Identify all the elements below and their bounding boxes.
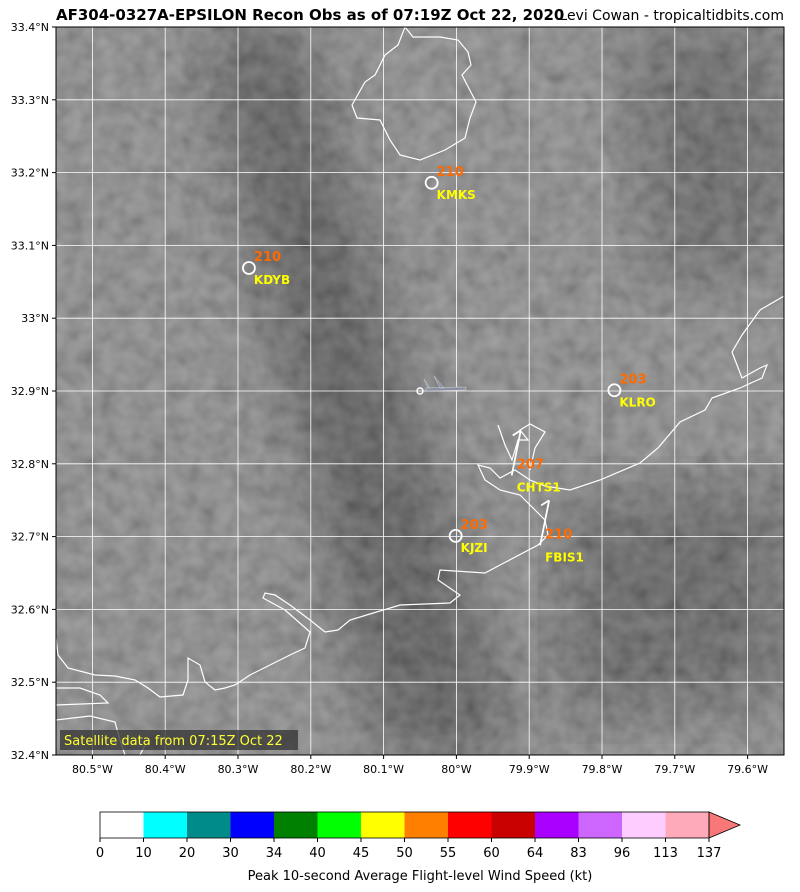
station-id: KDYB	[254, 273, 290, 287]
station-value: 210	[437, 165, 464, 180]
colorbar-tick-label: 45	[353, 846, 370, 861]
x-tick-label: 80.1°W	[363, 763, 404, 776]
colorbar-segment	[317, 812, 361, 838]
x-tick-label: 79.7°W	[654, 763, 695, 776]
y-tick-label: 33.3°N	[11, 94, 49, 107]
y-tick-label: 33.2°N	[11, 167, 49, 180]
aircraft-position	[416, 387, 424, 395]
station-barb	[510, 429, 522, 476]
stations: 210 KMKS 210 KDYB 203 KLRO 207 CHTS1 203 KJZI 210 F…	[242, 165, 656, 564]
harbor-shore	[497, 423, 546, 471]
x-tick-label: 80.3°W	[218, 763, 259, 776]
y-tick-label: 32.7°N	[11, 531, 49, 544]
colorbar-segment	[665, 812, 709, 838]
y-tick-label: 33.1°N	[11, 239, 49, 252]
x-tick-label: 80.2°W	[290, 763, 331, 776]
colorbar-label: Peak 10-second Average Flight-level Wind…	[248, 869, 593, 884]
x-tick-label: 79.8°W	[582, 763, 623, 776]
satellite-note-box	[60, 730, 298, 750]
colorbar-tick-label: 96	[614, 846, 631, 861]
coastline	[56, 295, 784, 698]
y-tick-label: 32.6°N	[11, 603, 49, 616]
grid	[56, 27, 784, 755]
colorbar-tick-label: 40	[309, 846, 326, 861]
station-value: 203	[619, 372, 646, 387]
station-marker	[607, 383, 622, 398]
colorbar-tick-label: 83	[570, 846, 587, 861]
y-tick-label: 32.9°N	[11, 385, 49, 398]
colorbar-segment	[535, 812, 579, 838]
station-marker	[242, 261, 256, 275]
colorbar-tick-label: 64	[527, 846, 544, 861]
colorbar-segment	[448, 812, 492, 838]
colorbar-tick-label: 60	[483, 846, 500, 861]
y-tick-label: 32.8°N	[11, 458, 49, 471]
colorbar-segment	[230, 812, 274, 838]
colorbar-segment	[143, 812, 187, 838]
satellite-note: Satellite data from 07:15Z Oct 22	[64, 734, 283, 749]
y-tick-label: 33.4°N	[11, 21, 49, 34]
y-tick-label: 33°N	[21, 312, 49, 325]
station-value: 210	[545, 527, 572, 542]
coastlines	[56, 27, 784, 755]
station-value: 207	[517, 457, 544, 472]
axis-ticks: 80.5°W 80.4°W 80.3°W 80.2°W 80.1°W 80°W 79.9°W…	[11, 21, 768, 776]
x-tick-label: 80.4°W	[145, 763, 186, 776]
station-value: 203	[461, 518, 488, 533]
colorbar-tick-label: 113	[653, 846, 678, 861]
x-tick-label: 80°W	[441, 763, 471, 776]
x-tick-label: 79.9°W	[509, 763, 550, 776]
station-value: 210	[254, 250, 281, 265]
colorbar-segment	[578, 812, 622, 838]
colorbar: 0 10 20 30 34 40 45 50 55 60 64 83 96 113 137	[96, 811, 742, 861]
station-id: FBIS1	[545, 550, 584, 564]
colorbar-segment	[274, 812, 318, 838]
colorbar-tick-label: 55	[440, 846, 457, 861]
colorbar-extension	[708, 811, 742, 839]
colorbar-segment	[187, 812, 231, 838]
colorbar-tick-label: 50	[396, 846, 413, 861]
x-tick-label: 80.5°W	[72, 763, 113, 776]
colorbar-tick-label: 0	[96, 846, 104, 861]
aircraft	[416, 375, 467, 395]
aircraft-icon	[423, 375, 467, 392]
y-tick-label: 32.5°N	[11, 676, 49, 689]
station-barb	[539, 499, 551, 546]
colorbar-tick-label: 30	[222, 846, 239, 861]
credit: Levi Cowan - tropicaltidbits.com	[559, 8, 784, 24]
colorbar-tick-label: 20	[179, 846, 196, 861]
title: AF304-0327A-EPSILON Recon Obs as of 07:1…	[56, 6, 564, 24]
colorbar-segment	[404, 812, 448, 838]
satellite-image: 210 KMKS 210 KDYB 203 KLRO 207 CHTS1 203 KJZI 210 F…	[56, 27, 784, 755]
station-marker	[448, 528, 463, 543]
colorbar-segment	[622, 812, 666, 838]
station-id: KMKS	[437, 188, 476, 202]
colorbar-tick-label: 10	[135, 846, 152, 861]
colorbar-segment	[361, 812, 405, 838]
colorbar-tick-label: 137	[697, 846, 722, 861]
colorbar-tick-label: 34	[266, 846, 283, 861]
lake-shore	[351, 27, 477, 161]
station-id: KLRO	[619, 395, 655, 409]
colorbar-segment	[491, 812, 535, 838]
station-id: CHTS1	[517, 480, 561, 494]
y-tick-label: 32.4°N	[11, 749, 49, 762]
x-tick-label: 79.6°W	[727, 763, 768, 776]
station-marker	[424, 175, 439, 190]
station-id: KJZI	[461, 541, 488, 555]
colorbar-segment	[100, 812, 144, 838]
